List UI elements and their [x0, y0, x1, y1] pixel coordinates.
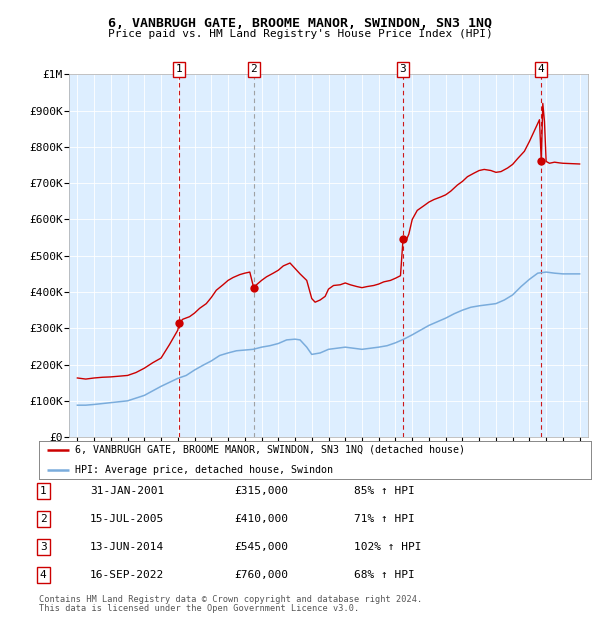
Text: 71% ↑ HPI: 71% ↑ HPI	[354, 514, 415, 524]
Text: 4: 4	[538, 64, 545, 74]
Text: 16-SEP-2022: 16-SEP-2022	[90, 570, 164, 580]
Text: £760,000: £760,000	[234, 570, 288, 580]
Text: 15-JUL-2005: 15-JUL-2005	[90, 514, 164, 524]
Text: 3: 3	[400, 64, 406, 74]
Text: 6, VANBRUGH GATE, BROOME MANOR, SWINDON, SN3 1NQ (detached house): 6, VANBRUGH GATE, BROOME MANOR, SWINDON,…	[75, 445, 465, 454]
Text: 13-JUN-2014: 13-JUN-2014	[90, 542, 164, 552]
Text: 4: 4	[40, 570, 47, 580]
Text: 85% ↑ HPI: 85% ↑ HPI	[354, 486, 415, 496]
Text: Price paid vs. HM Land Registry's House Price Index (HPI): Price paid vs. HM Land Registry's House …	[107, 29, 493, 39]
Text: 31-JAN-2001: 31-JAN-2001	[90, 486, 164, 496]
Text: 102% ↑ HPI: 102% ↑ HPI	[354, 542, 421, 552]
Text: £315,000: £315,000	[234, 486, 288, 496]
Text: £410,000: £410,000	[234, 514, 288, 524]
Text: 1: 1	[176, 64, 182, 74]
Text: 1: 1	[40, 486, 47, 496]
Text: £545,000: £545,000	[234, 542, 288, 552]
Text: 2: 2	[40, 514, 47, 524]
Text: 2: 2	[250, 64, 257, 74]
Text: 3: 3	[40, 542, 47, 552]
Text: HPI: Average price, detached house, Swindon: HPI: Average price, detached house, Swin…	[75, 466, 333, 476]
Text: This data is licensed under the Open Government Licence v3.0.: This data is licensed under the Open Gov…	[39, 603, 359, 613]
Text: 6, VANBRUGH GATE, BROOME MANOR, SWINDON, SN3 1NQ: 6, VANBRUGH GATE, BROOME MANOR, SWINDON,…	[108, 17, 492, 30]
Text: 68% ↑ HPI: 68% ↑ HPI	[354, 570, 415, 580]
Text: Contains HM Land Registry data © Crown copyright and database right 2024.: Contains HM Land Registry data © Crown c…	[39, 595, 422, 604]
